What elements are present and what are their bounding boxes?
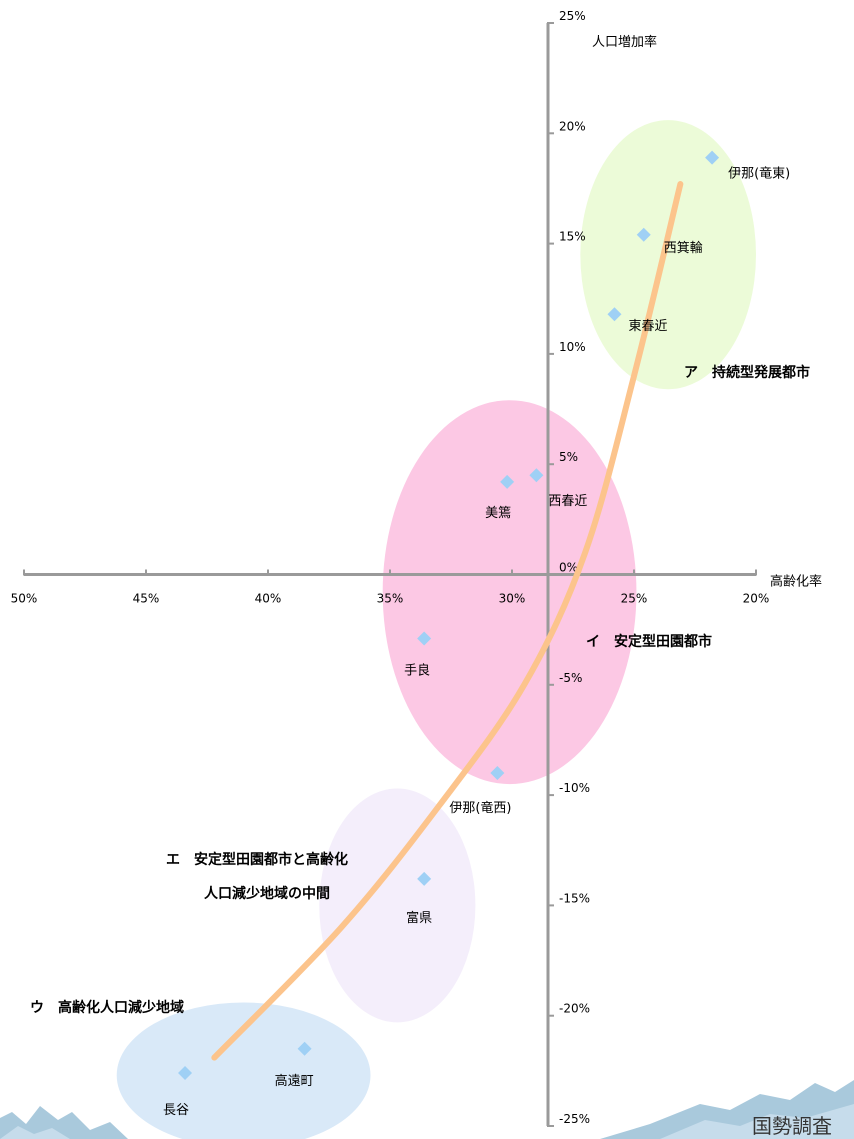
x-tick-label: 40% <box>255 592 282 606</box>
mountain-decoration-left <box>0 1106 128 1139</box>
data-point-label: 美篶 <box>485 505 511 521</box>
data-point-label: 西箕輪 <box>664 240 703 256</box>
group-ellipse <box>319 788 476 1023</box>
y-tick-label: -25% <box>559 1112 590 1126</box>
data-point-marker <box>529 468 544 483</box>
data-point-marker <box>417 871 432 886</box>
data-point-marker <box>417 631 432 646</box>
group-label: エ 安定型田園都市と高齢化 <box>166 851 348 868</box>
data-point-label: 手良 <box>404 662 430 678</box>
group-label: イ 安定型田園都市 <box>586 633 712 650</box>
data-point-label: 伊那(竜東) <box>728 166 790 182</box>
y-tick-label: 0% <box>559 561 578 575</box>
data-points <box>178 150 720 1081</box>
y-tick-label: 10% <box>559 340 586 354</box>
y-tick-label: 5% <box>559 450 578 464</box>
mountain-decoration-right-shade <box>660 1104 854 1139</box>
y-axis-title: 人口増加率 <box>592 34 657 50</box>
x-tick-label: 30% <box>499 592 526 606</box>
data-point-label: 西春近 <box>548 494 587 509</box>
group-label: ア 持続型発展都市 <box>684 364 810 381</box>
x-tick-label: 25% <box>621 592 648 606</box>
data-point-marker <box>705 150 720 165</box>
y-tick-label: 25% <box>559 9 586 23</box>
y-tick-label: 20% <box>559 119 586 133</box>
data-point-label: 長谷 <box>163 1103 189 1118</box>
mountain-decoration-left-shade <box>0 1126 70 1139</box>
x-axis-title: 高齢化率 <box>770 574 822 590</box>
source-caption: 国勢調査 <box>752 1114 832 1138</box>
x-tick-label: 45% <box>133 592 160 606</box>
group-ellipse <box>382 400 637 785</box>
y-tick-label: -10% <box>559 781 590 795</box>
y-tick-label: 15% <box>559 230 586 244</box>
data-point-label: 富県 <box>406 910 432 926</box>
group-ellipses <box>116 120 756 1139</box>
data-point-marker <box>607 307 622 322</box>
x-tick-label: 20% <box>743 592 770 606</box>
x-tick-label: 50% <box>11 592 38 606</box>
group-label-line2: 人口減少地域の中間 <box>204 885 330 902</box>
data-point-marker <box>490 766 505 781</box>
data-point-label: 伊那(竜西) <box>449 801 511 816</box>
trend-curve <box>211 181 684 1061</box>
data-point-marker <box>178 1066 193 1081</box>
background-layer <box>0 1080 854 1139</box>
group-ellipse <box>116 1002 371 1139</box>
group-ellipse <box>580 120 756 390</box>
x-tick-label: 35% <box>377 592 404 606</box>
data-point-label: 高遠町 <box>275 1073 314 1089</box>
axes: 50% 45% 40% 35% 30% 25% 20% 25% 20% 15% 10% 5% 0% -5%… <box>11 9 822 1127</box>
data-point-label: 東春近 <box>628 318 667 334</box>
y-tick-label: -5% <box>559 671 582 685</box>
trend-curve-layer <box>211 181 684 1061</box>
y-tick-label: -20% <box>559 1002 590 1016</box>
data-point-marker <box>636 227 651 242</box>
group-label: ウ 高齢化人口減少地域 <box>30 999 184 1016</box>
data-point-marker <box>500 474 515 489</box>
data-point-marker <box>297 1041 312 1056</box>
y-tick-label: -15% <box>559 891 590 905</box>
